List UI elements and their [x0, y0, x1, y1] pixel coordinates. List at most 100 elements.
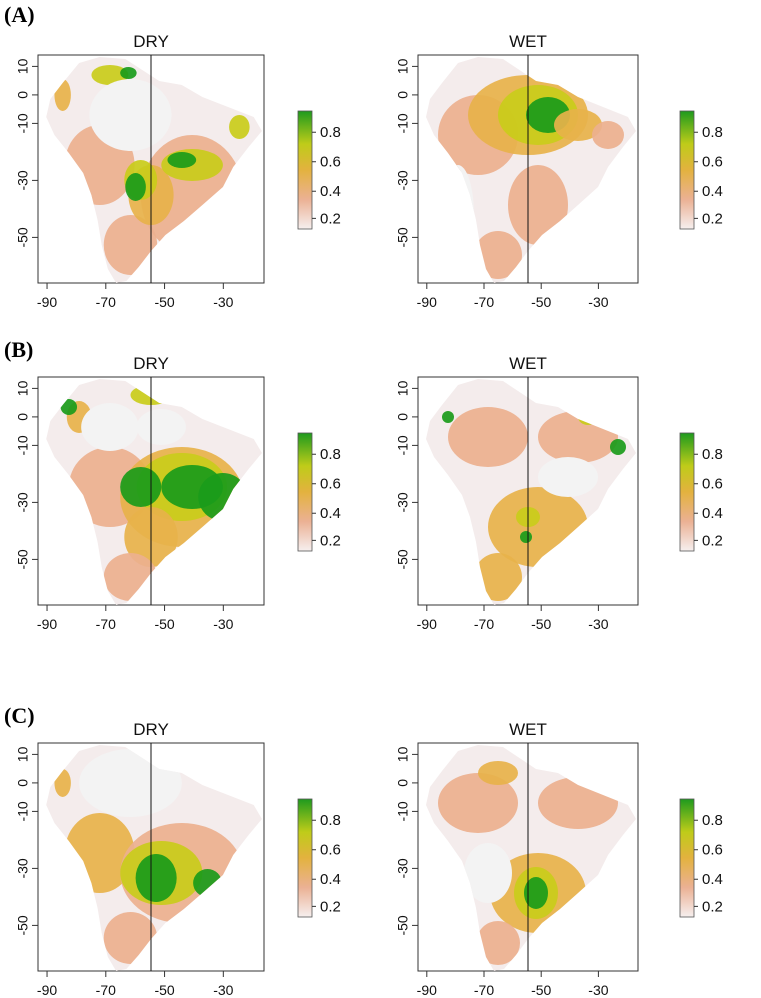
low-value-area	[444, 883, 472, 963]
color-legend: 0.8 0.6 0.4 0.2	[297, 432, 341, 552]
low-value-area	[64, 883, 94, 963]
y-tick-label: 0	[15, 779, 31, 787]
y-tick-label: -10	[15, 113, 31, 133]
y-tick-label: 10	[15, 746, 31, 762]
suitability-patch	[554, 109, 602, 141]
panel-label: (A)	[4, 2, 35, 27]
x-tick-label: -90	[417, 982, 437, 998]
y-tick-label: -10	[395, 801, 411, 821]
y-tick-label: -30	[15, 492, 31, 512]
suitability-patch	[442, 411, 454, 423]
y-tick-label: -10	[15, 435, 31, 455]
legend-colorbar	[297, 798, 313, 918]
x-tick-label: -90	[37, 294, 57, 310]
legend-label: 0.2	[702, 210, 723, 227]
map-title: DRY	[133, 720, 169, 739]
suitability-patch	[54, 79, 71, 111]
x-tick-label: -70	[96, 294, 116, 310]
continent-map	[426, 57, 636, 283]
suitability-patch	[478, 761, 518, 785]
legend-colorbar	[679, 432, 695, 552]
suitability-patch	[592, 121, 624, 149]
x-tick-label: -50	[154, 616, 174, 632]
legend-label: 0.4	[320, 871, 341, 888]
legend-label: 0.8	[320, 446, 341, 463]
legend-label: 0.6	[702, 842, 723, 859]
low-value-area	[444, 507, 472, 587]
continent-map	[426, 379, 636, 605]
suitability-patch	[524, 877, 548, 909]
suitability-patch	[167, 152, 197, 168]
x-tick-label: -50	[154, 982, 174, 998]
legend-label: 0.4	[320, 183, 341, 200]
x-tick-label: -70	[96, 616, 116, 632]
low-value-area	[136, 409, 186, 445]
map-c-dry: DRY 10 0 -10 -30 -50 -90 -70 -50 -30 0.8 0.6 0.4 0.2	[15, 720, 341, 998]
map-title: WET	[509, 32, 547, 51]
legend-label: 0.4	[702, 505, 723, 522]
y-tick-label: 10	[15, 380, 31, 396]
suitability-patch	[474, 553, 522, 601]
x-tick-label: -50	[531, 294, 551, 310]
legend-label: 0.6	[702, 154, 723, 171]
map-a-dry: DRY 10 0 -10 -30 -50 -90 -70 -50 -30 0.8 0.6 0.4 0.2	[15, 32, 341, 310]
color-legend: 0.8 0.6 0.4 0.2	[679, 432, 723, 552]
map-b-dry: DRY 10 0 -10 -30 -50 -90 -70 -50 -30 0.8 0.6 0.4 0.2	[15, 354, 341, 632]
x-tick-label: -30	[213, 294, 233, 310]
legend-label: 0.6	[320, 154, 341, 171]
x-tick-label: -70	[474, 982, 494, 998]
y-tick-label: 0	[395, 91, 411, 99]
x-tick-label: -70	[474, 294, 494, 310]
suitability-patch	[91, 65, 129, 85]
x-tick-label: -30	[588, 982, 608, 998]
color-legend: 0.8 0.6 0.4 0.2	[297, 110, 341, 230]
y-tick-label: -30	[15, 170, 31, 190]
legend-label: 0.8	[702, 446, 723, 463]
continent-map	[46, 379, 262, 605]
legend-label: 0.6	[320, 476, 341, 493]
suitability-patch	[438, 773, 518, 833]
suitability-patch	[54, 769, 71, 797]
low-value-area	[538, 457, 598, 497]
legend-colorbar	[297, 110, 313, 230]
suitability-patch	[135, 854, 177, 902]
x-tick-label: -30	[588, 616, 608, 632]
y-tick-label: -50	[15, 915, 31, 935]
suitability-patch	[103, 912, 158, 964]
y-tick-label: -50	[395, 227, 411, 247]
legend-label: 0.6	[320, 842, 341, 859]
panel-label: (C)	[4, 703, 35, 728]
suitability-patch	[448, 407, 528, 467]
low-value-area	[64, 517, 94, 597]
y-tick-label: -50	[15, 227, 31, 247]
suitability-patch	[120, 67, 137, 79]
legend-label: 0.2	[320, 898, 341, 915]
legend-label: 0.2	[320, 532, 341, 549]
y-tick-label: -10	[395, 113, 411, 133]
suitability-patch	[229, 115, 250, 139]
suitability-patch	[508, 165, 568, 245]
y-tick-label: 10	[395, 380, 411, 396]
legend-label: 0.2	[702, 898, 723, 915]
y-tick-label: -10	[395, 435, 411, 455]
legend-colorbar	[679, 110, 695, 230]
suitability-patch	[474, 231, 522, 279]
y-tick-label: -50	[15, 549, 31, 569]
low-value-area	[89, 79, 172, 151]
x-tick-label: -30	[213, 616, 233, 632]
legend-colorbar	[679, 798, 695, 918]
low-value-area	[62, 195, 96, 275]
y-tick-label: -50	[395, 549, 411, 569]
x-tick-label: -90	[417, 294, 437, 310]
low-value-area	[442, 165, 474, 265]
y-tick-label: -30	[395, 858, 411, 878]
y-tick-label: -30	[15, 858, 31, 878]
legend-label: 0.4	[702, 183, 723, 200]
suitability-patch	[476, 921, 520, 965]
legend-label: 0.4	[702, 871, 723, 888]
y-tick-label: -50	[395, 915, 411, 935]
legend-label: 0.8	[320, 124, 341, 141]
x-tick-label: -90	[37, 616, 57, 632]
x-tick-label: -50	[154, 294, 174, 310]
